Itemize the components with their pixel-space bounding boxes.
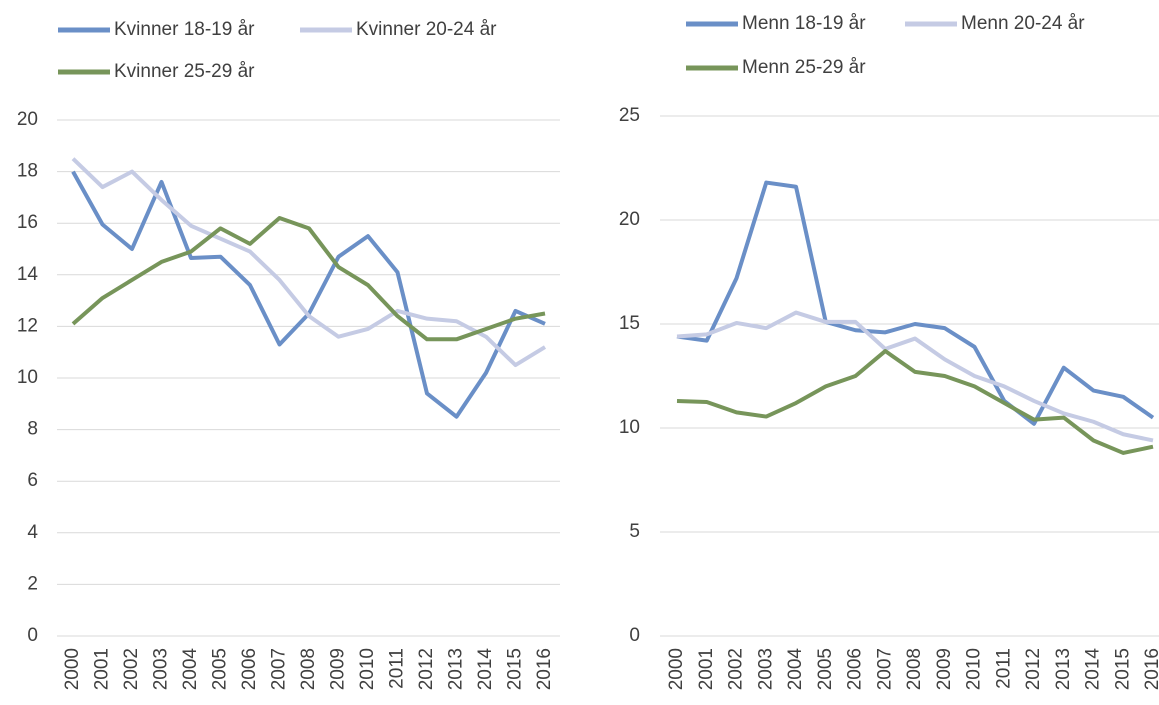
- y-tick-label: 12: [17, 315, 38, 336]
- x-tick-label: 2007: [874, 648, 895, 690]
- x-tick-label: 2001: [696, 648, 717, 690]
- x-tick-label: 2011: [993, 648, 1014, 689]
- y-tick-label: 20: [619, 209, 640, 230]
- x-tick-label: 2015: [505, 648, 526, 690]
- series-line: [71, 216, 546, 342]
- x-tick-label: 2004: [180, 648, 201, 691]
- x-tick-label: 2009: [934, 648, 955, 690]
- x-tick-label: 2002: [726, 648, 747, 690]
- series-line: [676, 349, 1154, 455]
- x-tick-label: 2014: [1083, 648, 1104, 691]
- y-tick-label: 25: [619, 105, 640, 126]
- x-tick-label: 2006: [239, 648, 260, 690]
- x-tick-label: 2011: [387, 648, 408, 689]
- y-tick-label: 18: [17, 161, 38, 182]
- y-tick-label: 0: [629, 625, 640, 646]
- y-tick-label: 20: [17, 109, 38, 130]
- y-tick-label: 15: [619, 313, 640, 334]
- x-tick-label: 2013: [1053, 648, 1074, 690]
- x-tick-label: 2008: [298, 648, 319, 690]
- x-tick-label: 2013: [446, 648, 467, 690]
- x-tick-label: 2005: [815, 648, 836, 690]
- series-line: [676, 310, 1154, 443]
- series-line: [676, 180, 1155, 426]
- y-tick-label: 14: [17, 264, 39, 285]
- x-tick-label: 2006: [845, 648, 866, 690]
- x-tick-label: 2003: [755, 648, 776, 690]
- legend-label: Kvinner 18-19 år: [114, 19, 255, 40]
- x-tick-label: 2005: [210, 648, 231, 690]
- x-tick-label: 2008: [904, 648, 925, 690]
- x-tick-label: 2014: [475, 648, 496, 691]
- x-tick-label: 2016: [534, 648, 555, 690]
- x-tick-label: 2001: [92, 648, 113, 690]
- x-tick-label: 2000: [62, 648, 83, 690]
- x-tick-label: 2010: [964, 648, 985, 690]
- y-tick-label: 10: [619, 417, 640, 438]
- x-tick-label: 2007: [269, 648, 290, 690]
- x-tick-label: 2003: [151, 648, 172, 690]
- legend-label: Menn 25-29 år: [742, 57, 866, 78]
- y-tick-label: 8: [27, 419, 38, 440]
- y-tick-label: 2: [27, 573, 38, 594]
- x-tick-label: 2000: [666, 648, 687, 690]
- x-tick-label: 2012: [1023, 648, 1044, 690]
- legend-label: Kvinner 25-29 år: [114, 61, 255, 82]
- x-tick-label: 2012: [416, 648, 437, 690]
- x-tick-label: 2002: [121, 648, 142, 690]
- legend-label: Menn 18-19 år: [742, 13, 866, 34]
- series-line: [71, 170, 546, 419]
- legend-label: Menn 20-24 år: [961, 13, 1085, 34]
- x-tick-label: 2016: [1142, 648, 1159, 690]
- y-tick-label: 10: [17, 367, 38, 388]
- x-tick-label: 2004: [785, 648, 806, 691]
- y-tick-label: 6: [27, 470, 38, 491]
- x-tick-label: 2015: [1112, 648, 1133, 690]
- y-tick-label: 16: [17, 212, 38, 233]
- series-line: [71, 157, 547, 368]
- x-tick-label: 2009: [328, 648, 349, 690]
- legend-label: Kvinner 20-24 år: [356, 19, 497, 40]
- y-tick-label: 0: [27, 625, 38, 646]
- x-tick-label: 2010: [357, 648, 378, 690]
- y-tick-label: 4: [27, 522, 38, 543]
- y-tick-label: 5: [629, 521, 640, 542]
